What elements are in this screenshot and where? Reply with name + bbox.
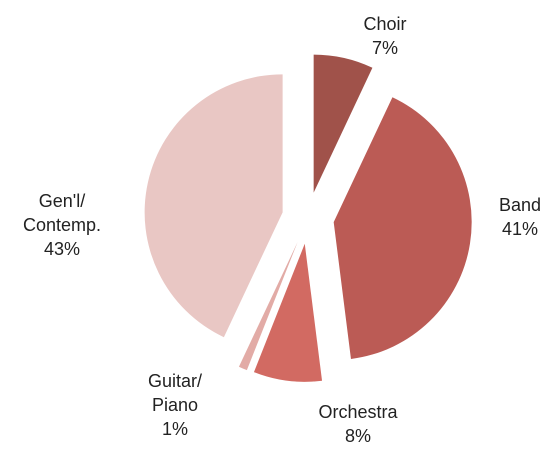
value-label: 7%	[371, 38, 399, 58]
category-label: Choir	[363, 14, 407, 34]
pie-slice	[313, 54, 373, 193]
pie-slice	[144, 74, 283, 338]
value-label: 41%	[501, 219, 539, 239]
value-label: 1%	[161, 419, 188, 439]
slice-label: Band 41%	[499, 193, 541, 241]
category-label: Guitar/ Piano	[147, 371, 203, 415]
category-label: Gen'l/ Contemp.	[22, 191, 102, 235]
value-label: 8%	[344, 426, 371, 446]
pie-slice	[238, 241, 298, 371]
value-label: 43%	[43, 239, 81, 259]
slice-label: Gen'l/ Contemp. 43%	[23, 189, 101, 261]
pie-slice	[333, 97, 472, 359]
slice-label: Choir 7%	[363, 12, 406, 60]
slice-label: Orchestra 8%	[318, 400, 397, 448]
category-label: Orchestra	[318, 402, 398, 422]
pie-slice	[253, 243, 323, 382]
category-label: Band	[498, 195, 542, 215]
slice-label: Guitar/ Piano 1%	[148, 369, 202, 441]
